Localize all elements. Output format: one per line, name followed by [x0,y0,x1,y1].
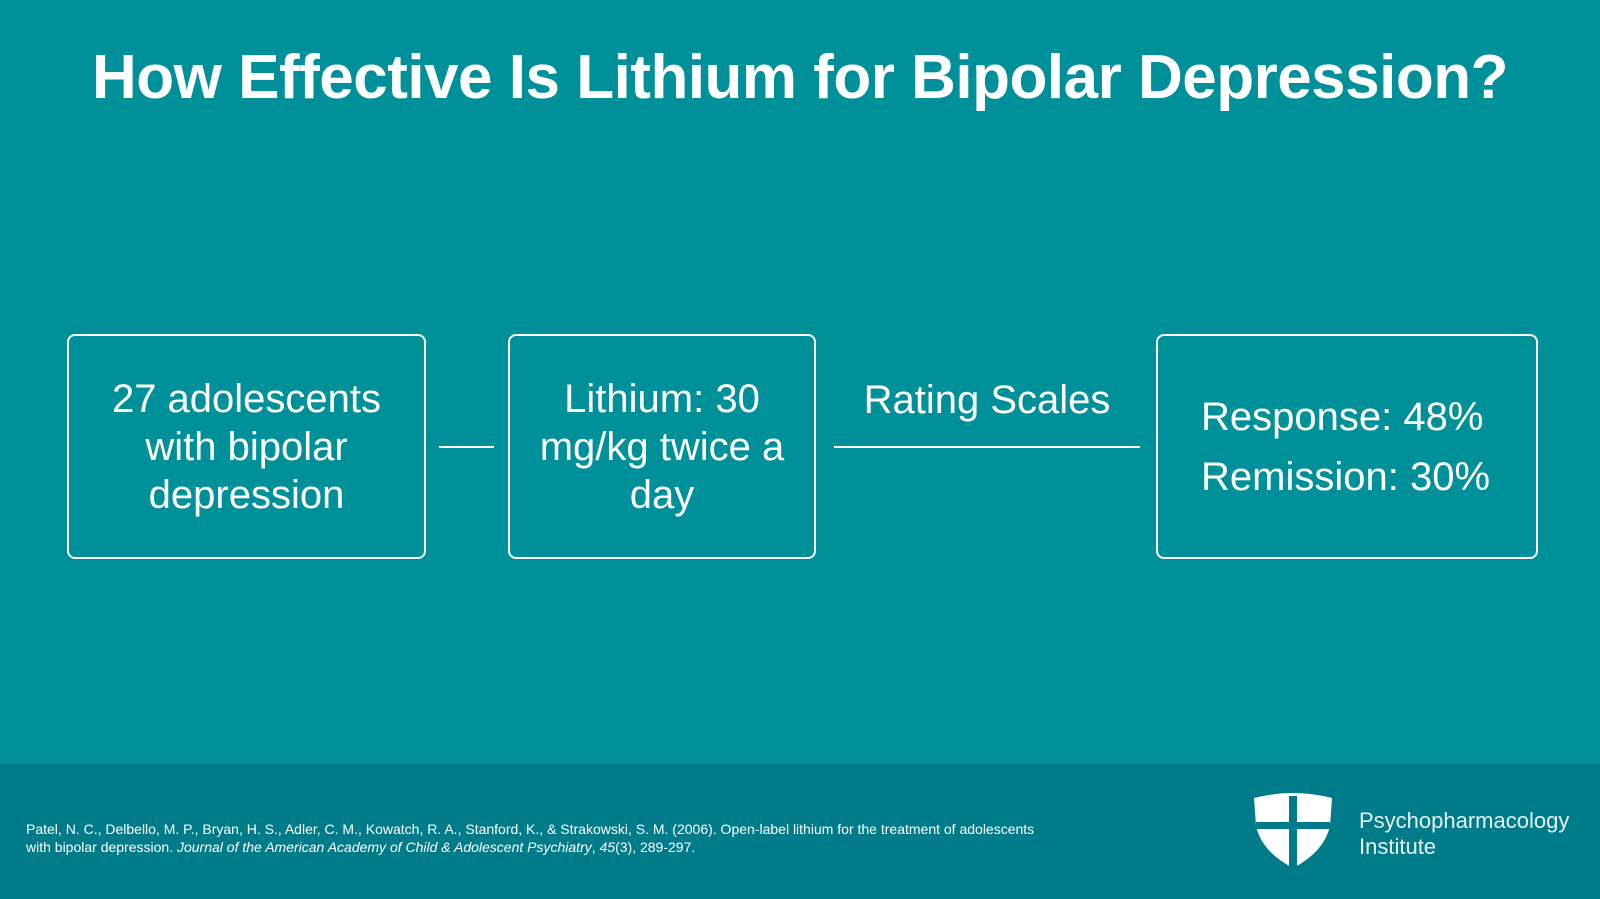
logo-text: Psychopharmacology Institute [1359,808,1569,860]
citation-part: , [591,839,600,855]
connector [834,446,1140,448]
node-box: Response: 48% Remission: 30% [1156,334,1538,559]
citation-part: Journal of the American Academy of Child… [176,839,592,855]
citation-part: 45 [599,839,616,855]
edge-label: Rating Scales [863,378,1111,422]
title: How Effective Is Lithium for Bipolar Dep… [92,43,1509,112]
logo-line: Institute [1359,834,1437,859]
footer: Patel, N. C., Delbello, M. P., Bryan, H.… [0,764,1600,899]
logo-shield [1254,793,1332,868]
citation: Patel, N. C., Delbello, M. P., Bryan, H.… [26,820,1056,856]
citation-part: Patel, N. C., Delbello, M. P., Bryan, H.… [26,821,1035,855]
node-label: Lithium: 30 mg/kg twice a day [539,376,785,517]
outcome: Remission: 30% [1201,454,1491,499]
outcome: Response: 48% [1201,394,1484,439]
node-box: Lithium: 30 mg/kg twice a day [508,334,816,559]
citation-part: (3), 289-297. [615,839,696,855]
node-box: 27 adolescents with bipolar depression [67,334,426,559]
logo-line: Psychopharmacology [1359,808,1570,833]
connector [439,446,494,448]
node-label: 27 adolescents with bipolar depression [111,376,382,517]
